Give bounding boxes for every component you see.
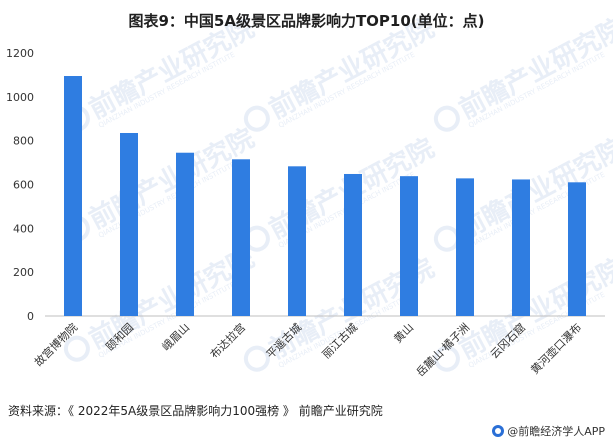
watermark-logo-icon [63, 335, 90, 362]
x-tick-label: 故宫博物院 [31, 320, 80, 369]
y-tick-label: 1200 [6, 47, 34, 60]
y-tick-label: 400 [13, 222, 34, 235]
y-tick-label: 0 [27, 310, 34, 323]
x-tick-label: 布达拉宫 [207, 320, 248, 361]
bar [456, 178, 474, 316]
bar [176, 152, 194, 316]
bar [568, 182, 586, 316]
brand-logo-icon [492, 425, 505, 437]
brand-text: @前瞻经济学人APP [507, 425, 605, 438]
watermark-logo-icon [243, 105, 270, 132]
watermark-text: 前瞻产业研究院 [454, 252, 613, 365]
bar [512, 179, 530, 316]
chart-title: 图表9：中国5A级景区品牌影响力TOP10(单位：点) [128, 12, 485, 30]
watermark-logo-icon [243, 345, 270, 372]
y-tick-label: 200 [13, 266, 34, 279]
watermark-logo-icon [433, 105, 460, 132]
watermark-logo-icon [433, 345, 460, 372]
bar [64, 76, 82, 316]
source-note: 资料来源：《 2022年5A级景区品牌影响力100强榜 》 前瞻产业研究院 [8, 404, 383, 418]
y-tick-label: 800 [13, 135, 34, 148]
bar [344, 173, 362, 316]
brand-label: @前瞻经济学人APP [492, 423, 605, 439]
bar [400, 176, 418, 316]
bar [288, 166, 306, 316]
bar [232, 159, 250, 316]
bar [120, 132, 138, 316]
x-tick-label: 黄山 [391, 320, 416, 345]
y-tick-label: 1000 [6, 91, 34, 104]
watermark-text: 前瞻产业研究院 [454, 132, 613, 245]
y-tick-label: 600 [13, 179, 34, 192]
